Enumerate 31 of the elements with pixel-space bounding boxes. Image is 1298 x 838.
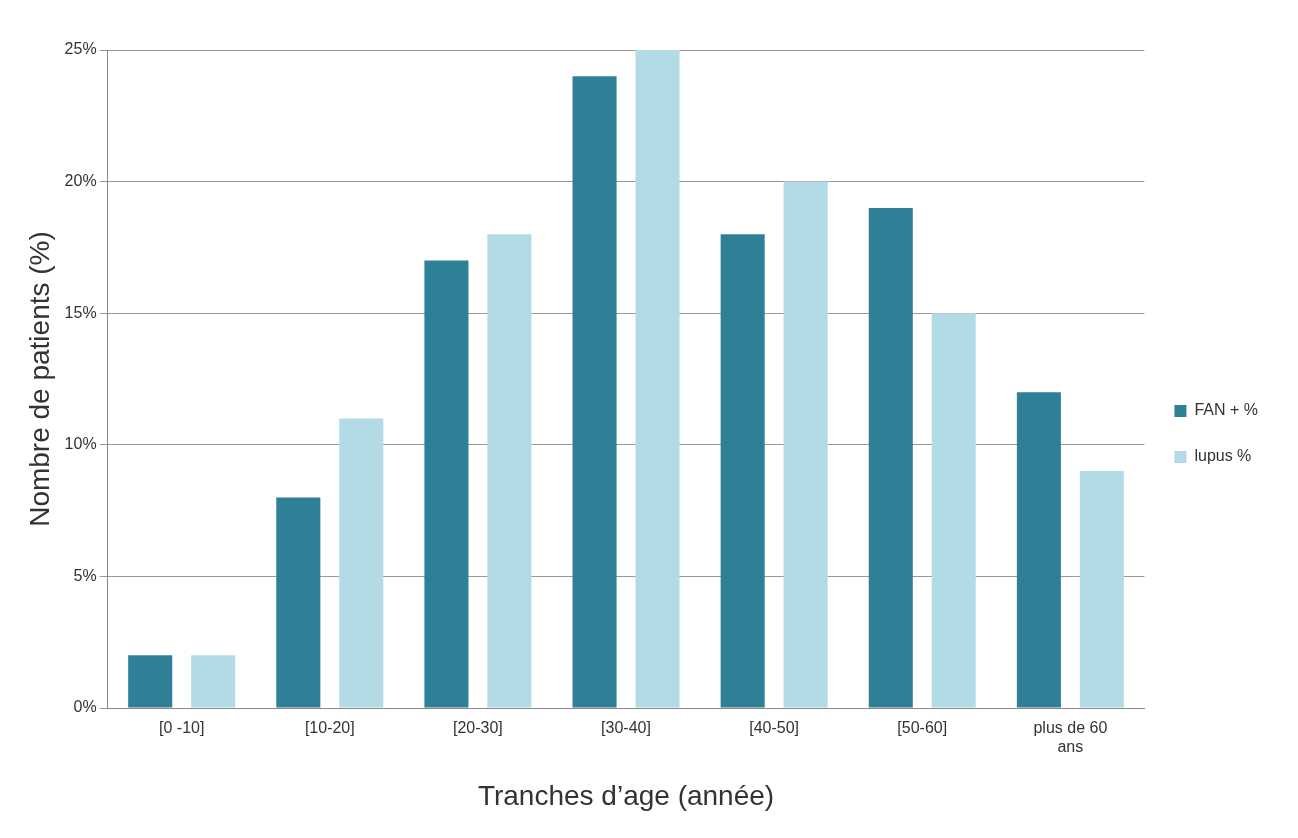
bar — [635, 50, 680, 708]
y-tick-label: 0% — [73, 698, 97, 716]
bar — [487, 234, 532, 708]
bar — [339, 418, 384, 708]
bar — [783, 181, 828, 708]
y-tick-label: 15% — [64, 303, 97, 321]
bar — [1079, 471, 1124, 708]
x-axis-title: Tranches d’age (année) — [477, 779, 775, 811]
x-tick-label: [50-60] — [897, 719, 948, 737]
bar — [1016, 392, 1061, 708]
legend-label: FAN + % — [1194, 401, 1258, 419]
bar — [191, 655, 236, 708]
y-tick-label: 20% — [64, 172, 97, 190]
x-tick-label: [0 -10] — [159, 719, 205, 737]
x-tick-label: [30-40] — [601, 719, 651, 737]
bar — [868, 207, 913, 708]
x-tick-label: [20-30] — [453, 719, 503, 737]
bar — [424, 260, 469, 708]
y-tick-label: 25% — [64, 40, 97, 58]
bar — [276, 497, 321, 708]
x-tick-label: [40-50] — [749, 719, 800, 737]
bar — [572, 76, 617, 708]
y-tick-label: 10% — [64, 435, 97, 453]
bar — [128, 655, 173, 708]
y-tick-label: 5% — [73, 566, 97, 584]
x-tick-label: [10-20] — [304, 719, 355, 737]
bar — [720, 234, 765, 708]
x-tick-label: plus de 60 ans — [1033, 719, 1108, 756]
bar — [931, 313, 976, 708]
y-axis-title: Nombre de patients (%) — [23, 231, 55, 527]
legend-label: lupus % — [1194, 447, 1252, 465]
